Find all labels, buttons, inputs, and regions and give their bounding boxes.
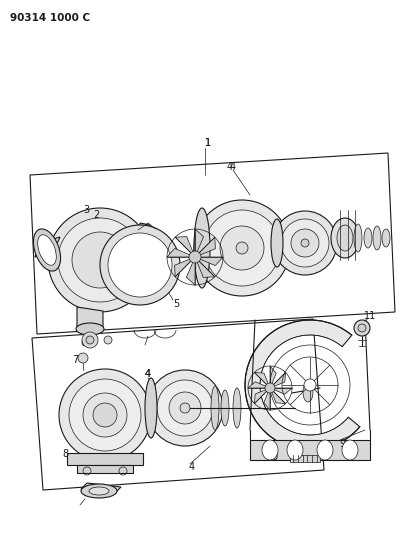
Text: 4: 4 <box>145 369 151 379</box>
Polygon shape <box>77 307 103 331</box>
Circle shape <box>82 332 98 348</box>
Circle shape <box>301 239 309 247</box>
Ellipse shape <box>38 235 56 265</box>
Ellipse shape <box>342 440 358 460</box>
Ellipse shape <box>147 370 223 446</box>
Text: 4: 4 <box>189 462 195 472</box>
Ellipse shape <box>273 211 337 275</box>
Polygon shape <box>264 388 270 410</box>
Ellipse shape <box>89 487 109 495</box>
Text: 5: 5 <box>173 299 179 309</box>
Polygon shape <box>35 237 60 257</box>
Polygon shape <box>270 373 286 388</box>
Ellipse shape <box>76 323 104 335</box>
Polygon shape <box>270 388 286 403</box>
Text: 2: 2 <box>93 210 99 220</box>
Text: 90314 1000 C: 90314 1000 C <box>10 13 90 23</box>
Circle shape <box>265 383 275 393</box>
Ellipse shape <box>211 386 219 430</box>
Polygon shape <box>186 257 195 285</box>
Ellipse shape <box>100 225 180 305</box>
Ellipse shape <box>145 378 157 438</box>
Text: 3: 3 <box>83 205 89 215</box>
Circle shape <box>358 324 366 332</box>
Bar <box>67 453 143 465</box>
Ellipse shape <box>317 440 333 460</box>
Ellipse shape <box>93 403 117 427</box>
Polygon shape <box>254 388 270 403</box>
Bar <box>77 465 133 473</box>
Ellipse shape <box>169 392 201 424</box>
Ellipse shape <box>262 440 278 460</box>
Ellipse shape <box>69 379 141 451</box>
Polygon shape <box>270 388 292 394</box>
Circle shape <box>304 379 316 391</box>
Polygon shape <box>250 440 370 460</box>
Polygon shape <box>140 223 150 302</box>
Bar <box>290 455 320 462</box>
Text: 1: 1 <box>205 138 211 148</box>
Text: 8: 8 <box>62 449 68 459</box>
Polygon shape <box>32 319 324 490</box>
Ellipse shape <box>194 208 210 288</box>
Polygon shape <box>195 257 223 265</box>
Polygon shape <box>167 248 195 257</box>
Ellipse shape <box>72 232 128 288</box>
Ellipse shape <box>59 369 151 461</box>
Text: 4: 4 <box>230 162 236 172</box>
Ellipse shape <box>373 226 381 250</box>
Polygon shape <box>245 320 360 450</box>
Polygon shape <box>270 366 276 388</box>
Ellipse shape <box>233 388 241 428</box>
Text: 6: 6 <box>80 338 86 348</box>
Polygon shape <box>175 237 195 257</box>
Ellipse shape <box>157 380 213 436</box>
Text: 10: 10 <box>267 452 279 462</box>
Polygon shape <box>195 229 204 257</box>
Ellipse shape <box>58 218 142 302</box>
Text: 7: 7 <box>72 355 78 365</box>
Ellipse shape <box>281 219 329 267</box>
Text: 1: 1 <box>205 138 211 148</box>
Polygon shape <box>254 373 270 388</box>
Circle shape <box>180 403 190 413</box>
Ellipse shape <box>221 390 229 426</box>
Ellipse shape <box>220 226 264 270</box>
Text: 9: 9 <box>339 439 345 449</box>
Ellipse shape <box>48 208 152 312</box>
Ellipse shape <box>331 218 359 258</box>
Polygon shape <box>195 237 215 257</box>
Polygon shape <box>81 483 121 493</box>
Ellipse shape <box>204 210 280 286</box>
Ellipse shape <box>271 219 283 267</box>
Ellipse shape <box>354 224 362 252</box>
Text: 11: 11 <box>364 311 376 321</box>
Circle shape <box>104 336 112 344</box>
Circle shape <box>236 242 248 254</box>
Ellipse shape <box>108 233 172 297</box>
Circle shape <box>78 353 88 363</box>
Ellipse shape <box>364 228 372 248</box>
Polygon shape <box>30 153 395 334</box>
Polygon shape <box>175 257 195 277</box>
Ellipse shape <box>382 229 390 247</box>
Ellipse shape <box>303 382 313 402</box>
Ellipse shape <box>194 200 290 296</box>
Ellipse shape <box>337 225 353 251</box>
Circle shape <box>189 251 201 263</box>
Ellipse shape <box>287 440 303 460</box>
Ellipse shape <box>291 229 319 257</box>
Text: 4: 4 <box>145 369 151 379</box>
Polygon shape <box>195 257 215 277</box>
Ellipse shape <box>81 484 117 498</box>
Text: 4: 4 <box>227 162 233 172</box>
Ellipse shape <box>34 229 61 271</box>
Ellipse shape <box>83 393 127 437</box>
Polygon shape <box>248 382 270 388</box>
Circle shape <box>86 336 94 344</box>
Circle shape <box>354 320 370 336</box>
